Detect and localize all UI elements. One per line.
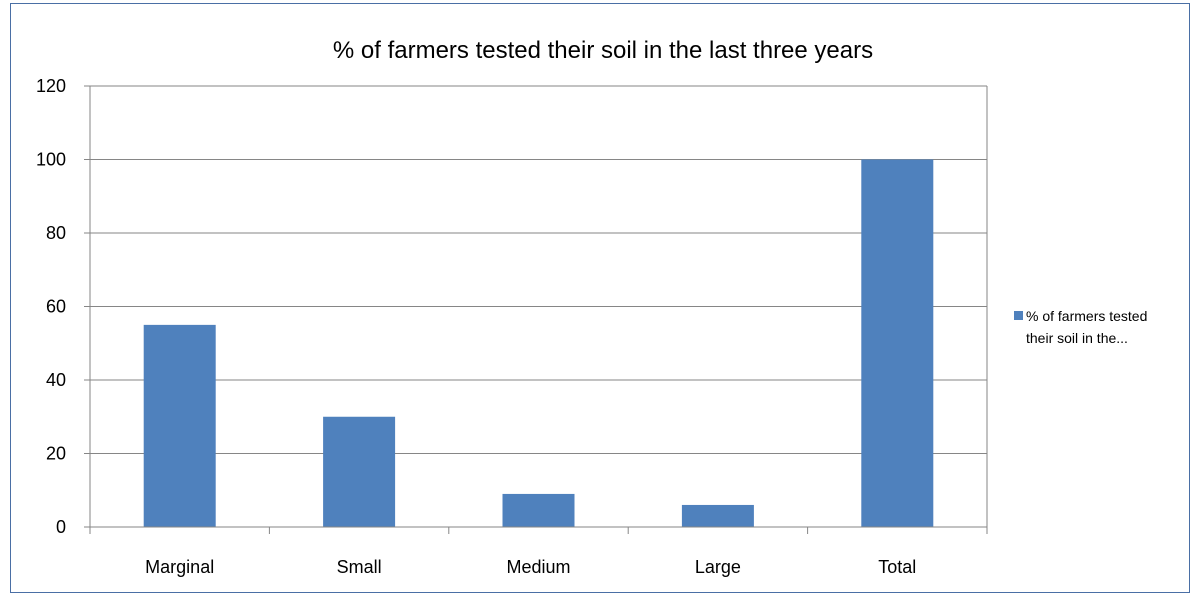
x-tick-label: Medium <box>506 557 570 577</box>
legend-label-line2: their soil in the... <box>1026 330 1128 346</box>
legend: % of farmers tested their soil in the... <box>1014 308 1147 346</box>
x-tick-label: Large <box>695 557 741 577</box>
y-tick-label: 20 <box>46 444 66 464</box>
x-tick-label: Small <box>337 557 382 577</box>
y-tick-label: 100 <box>36 150 66 170</box>
y-tick-label: 0 <box>56 517 66 537</box>
y-tick-label: 40 <box>46 370 66 390</box>
bar-total <box>861 159 934 527</box>
legend-swatch <box>1014 311 1023 320</box>
y-tick-label: 80 <box>46 223 66 243</box>
legend-label-line1: % of farmers tested <box>1026 308 1147 324</box>
bars <box>143 159 934 527</box>
chart-title: % of farmers tested their soil in the la… <box>333 37 873 64</box>
y-tick-labels: 0 20 40 60 80 100 120 <box>36 76 66 537</box>
gridlines <box>90 85 988 527</box>
bar-medium <box>502 493 575 527</box>
x-tick-label: Marginal <box>145 557 214 577</box>
bar-large <box>681 504 754 527</box>
bar-small <box>323 416 396 527</box>
axes <box>84 85 988 534</box>
y-tick-label: 120 <box>36 76 66 96</box>
x-tick-label: Total <box>878 557 916 577</box>
y-tick-label: 60 <box>46 297 66 317</box>
bar-marginal <box>143 324 216 527</box>
x-tick-labels: Marginal Small Medium Large Total <box>145 557 916 577</box>
